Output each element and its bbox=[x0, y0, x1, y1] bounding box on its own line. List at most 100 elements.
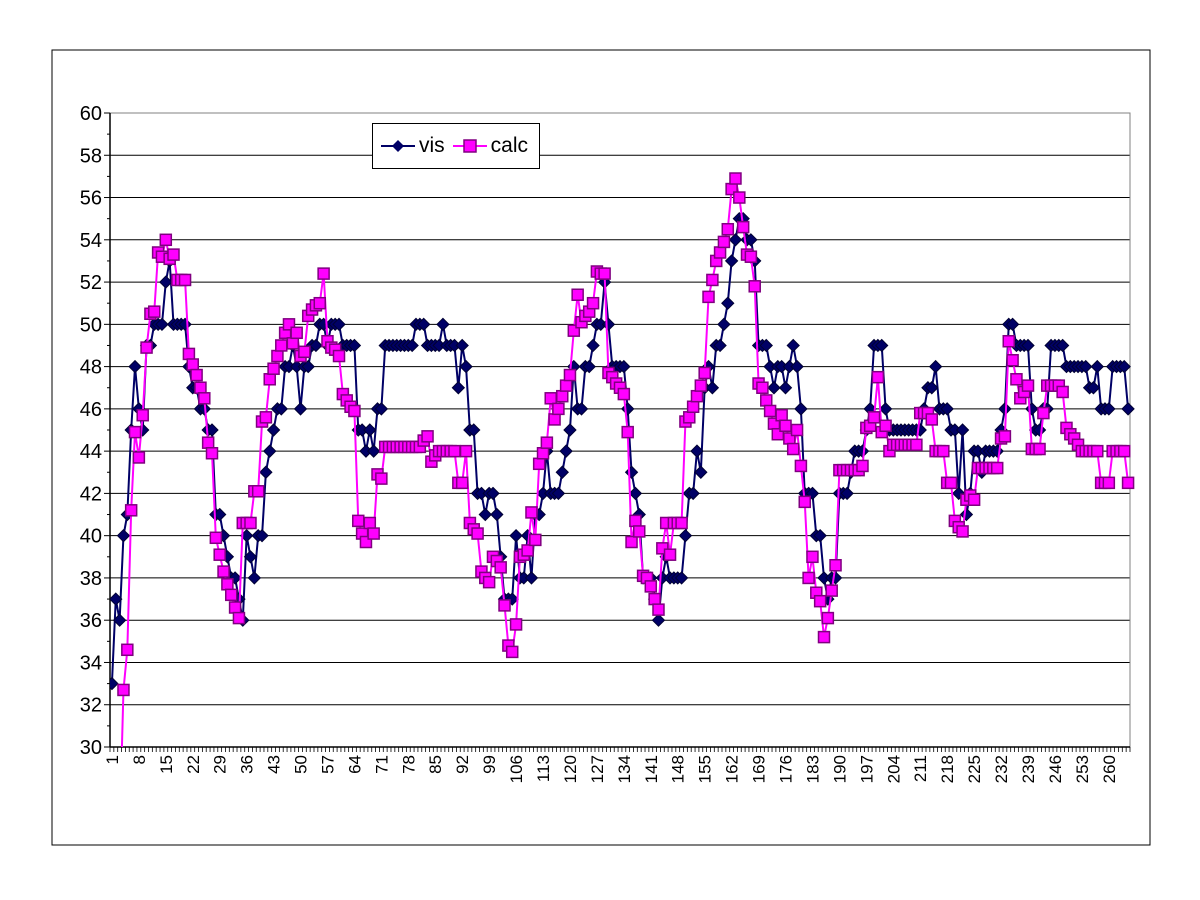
data-point-calc bbox=[998, 430, 1012, 443]
data-point-calc bbox=[1121, 476, 1135, 490]
data-point-vis bbox=[582, 359, 596, 374]
data-point-calc bbox=[802, 571, 815, 585]
data-point-calc bbox=[648, 592, 661, 606]
data-point-vis bbox=[955, 423, 970, 437]
data-point-vis bbox=[347, 338, 362, 353]
x-tick-label: 29 bbox=[211, 755, 230, 774]
data-point-calc bbox=[821, 611, 835, 625]
data-point-calc bbox=[571, 288, 584, 301]
data-point-calc bbox=[871, 370, 885, 384]
data-point-calc bbox=[313, 296, 327, 310]
data-point-calc bbox=[471, 527, 484, 540]
x-tick-label: 120 bbox=[561, 755, 580, 783]
data-point-calc bbox=[552, 402, 565, 416]
data-point-calc bbox=[760, 394, 773, 407]
x-tick-label: 71 bbox=[372, 755, 391, 774]
x-tick-label: 15 bbox=[157, 755, 176, 774]
data-point-vis bbox=[628, 486, 643, 501]
data-point-calc bbox=[271, 349, 284, 363]
data-point-vis bbox=[524, 571, 539, 585]
data-point-calc bbox=[786, 442, 800, 456]
data-point-calc bbox=[209, 531, 223, 545]
x-tick-label: 92 bbox=[453, 755, 472, 774]
data-point-vis bbox=[332, 317, 346, 332]
data-point-calc bbox=[332, 349, 346, 363]
x-tick-label: 204 bbox=[884, 755, 903, 783]
data-point-calc bbox=[352, 514, 365, 528]
data-point-vis bbox=[717, 317, 731, 332]
data-point-calc bbox=[282, 318, 296, 331]
data-point-calc bbox=[686, 400, 700, 414]
data-point-vis bbox=[786, 338, 800, 353]
data-point-calc bbox=[663, 548, 677, 561]
y-tick-label: 54 bbox=[80, 230, 102, 252]
data-point-calc bbox=[756, 381, 769, 394]
data-point-vis bbox=[243, 550, 258, 564]
data-point-calc bbox=[140, 341, 153, 354]
x-tick-label: 225 bbox=[965, 755, 984, 783]
data-point-calc bbox=[806, 550, 819, 564]
data-point-calc bbox=[879, 419, 892, 433]
x-tick-label: 50 bbox=[292, 755, 311, 774]
data-point-calc bbox=[683, 411, 696, 424]
data-point-calc bbox=[448, 444, 461, 458]
data-point-calc bbox=[275, 339, 288, 352]
x-tick-label: 253 bbox=[1073, 755, 1092, 783]
data-point-vis bbox=[309, 338, 323, 353]
x-tick-label: 148 bbox=[669, 755, 688, 783]
data-point-calc bbox=[625, 535, 638, 549]
data-point-vis bbox=[1025, 402, 1039, 416]
data-point-calc bbox=[421, 430, 434, 443]
data-point-calc bbox=[244, 516, 257, 530]
data-point-calc bbox=[1091, 444, 1104, 458]
data-point-vis bbox=[1055, 338, 1070, 353]
y-tick-label: 44 bbox=[80, 441, 102, 463]
data-point-calc bbox=[213, 548, 226, 561]
data-point-vis bbox=[467, 423, 481, 437]
data-point-calc bbox=[617, 387, 631, 401]
data-point-vis bbox=[490, 507, 504, 522]
data-point-vis bbox=[436, 317, 450, 332]
data-point-calc bbox=[1002, 334, 1016, 348]
x-tick-label: 106 bbox=[507, 755, 526, 783]
y-tick-label: 56 bbox=[80, 188, 102, 210]
data-point-vis bbox=[778, 381, 793, 395]
x-tick-label: 190 bbox=[830, 755, 849, 783]
data-point-calc bbox=[348, 404, 361, 418]
data-point-vis bbox=[505, 592, 519, 606]
data-point-calc bbox=[790, 423, 804, 437]
data-point-calc bbox=[367, 527, 380, 540]
gridlines bbox=[110, 112, 1130, 706]
data-point-vis bbox=[205, 423, 219, 437]
data-point-calc bbox=[198, 392, 211, 405]
data-point-calc bbox=[763, 404, 777, 418]
y-tick-label: 60 bbox=[80, 103, 102, 125]
data-point-calc bbox=[621, 425, 634, 439]
data-point-vis bbox=[416, 317, 431, 332]
data-point-calc bbox=[567, 324, 581, 337]
data-point-calc bbox=[263, 373, 276, 386]
chart-border bbox=[51, 49, 1151, 846]
data-point-vis bbox=[159, 275, 173, 289]
data-point-vis bbox=[110, 592, 123, 606]
data-point-calc bbox=[494, 561, 507, 574]
data-point-calc bbox=[375, 472, 388, 485]
data-point-vis bbox=[1121, 402, 1135, 416]
x-tick-label: 169 bbox=[750, 755, 769, 783]
legend-item-calc: calc bbox=[452, 134, 528, 158]
y-axis: 30 32 34 36 38 40 42 44 46 48 50 52 54 56 58 60 bbox=[80, 103, 111, 759]
y-tick-label: 58 bbox=[80, 145, 102, 167]
data-point-calc bbox=[586, 296, 600, 310]
data-point-vis bbox=[455, 338, 469, 353]
x-tick-label: 218 bbox=[938, 755, 957, 783]
data-point-calc bbox=[532, 457, 546, 471]
data-point-vis bbox=[247, 571, 262, 585]
x-tick-label: 57 bbox=[318, 755, 337, 774]
data-point-calc bbox=[825, 584, 838, 597]
legend-item-vis: vis bbox=[381, 134, 445, 158]
x-tick-label: 239 bbox=[1019, 755, 1038, 783]
y-tick-label: 52 bbox=[80, 272, 102, 294]
data-point-calc bbox=[748, 280, 761, 293]
data-point-calc bbox=[779, 419, 792, 433]
data-point-vis bbox=[1090, 359, 1104, 374]
